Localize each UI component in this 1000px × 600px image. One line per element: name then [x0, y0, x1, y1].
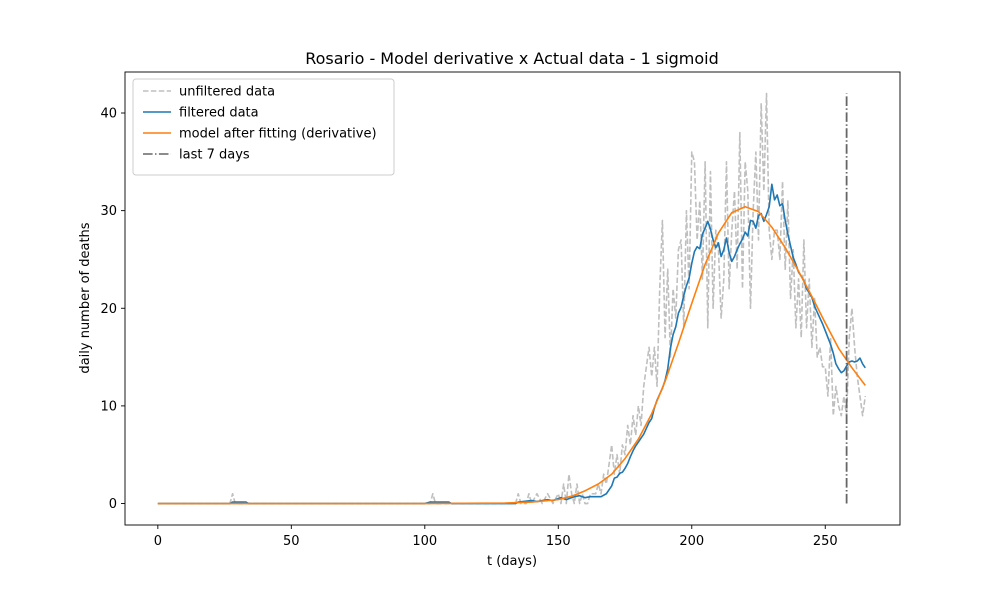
- x-tick-label: 200: [679, 534, 704, 549]
- y-axis-label: daily number of deaths: [78, 222, 93, 373]
- y-tick-label: 0: [109, 497, 117, 512]
- y-tick-label: 20: [100, 302, 117, 317]
- y-tick-label: 40: [100, 107, 117, 122]
- legend-frame: [132, 78, 395, 176]
- y-tick-label: 10: [100, 399, 117, 414]
- x-tick-label: 50: [283, 534, 300, 549]
- x-tick-label: 250: [813, 534, 838, 549]
- chart-title: Rosario - Model derivative x Actual data…: [305, 49, 719, 68]
- legend-label: model after fitting (derivative): [179, 127, 377, 142]
- legend-label: last 7 days: [179, 148, 250, 163]
- series-layer: [157, 92, 867, 505]
- plot-frame: [124, 71, 901, 526]
- series-line-3: [157, 205, 866, 505]
- y-tick-label: 30: [100, 204, 117, 219]
- series-line-1: [157, 92, 867, 505]
- legend: unfiltered data filtered data model after …: [132, 78, 395, 176]
- x-tick-label: 100: [412, 534, 437, 549]
- axes-layer: 0 50 100 150 200 250 0 10 20 30 40: [100, 71, 901, 549]
- legend-label: filtered data: [179, 106, 259, 121]
- x-tick-label: 0: [154, 534, 162, 549]
- x-axis-label: t (days): [487, 554, 537, 569]
- x-tick-label: 150: [546, 534, 571, 549]
- legend-label: unfiltered data: [179, 85, 275, 100]
